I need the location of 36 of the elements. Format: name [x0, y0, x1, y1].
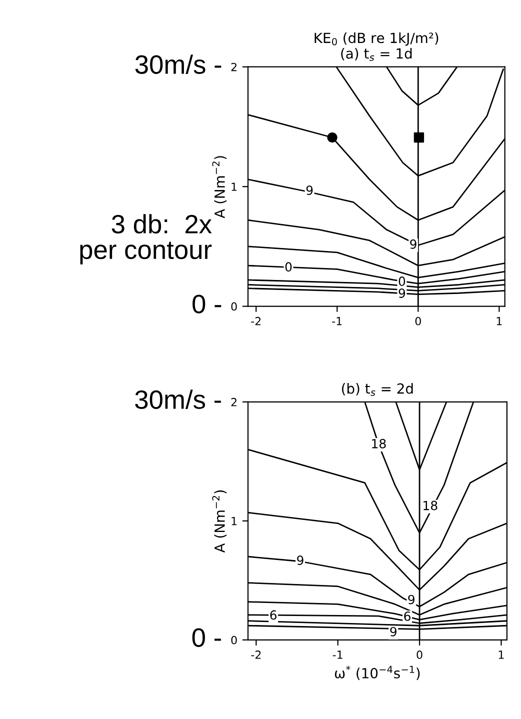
annotation: 9 [306, 186, 313, 195]
x-tick-label: -2 [251, 650, 261, 659]
x-axis-title: ω$^{*}$ (10$^{−4}$s$^{−1}$) [334, 666, 420, 680]
text: 30m/s - [135, 54, 222, 74]
annotation: 9 [408, 594, 414, 604]
y-tick-label: 1 [232, 182, 237, 191]
x-tick-label: 0 [415, 316, 421, 326]
text: 0 - [192, 628, 221, 647]
annotation: 9 [390, 626, 396, 636]
x-tick-label: 1 [498, 650, 504, 659]
x-tick-label: 0 [416, 650, 422, 659]
annotation: 6 [270, 610, 277, 620]
annotation: 0 [398, 276, 406, 286]
text: 0 - [192, 294, 222, 314]
y-tick-label: 0 [231, 636, 237, 644]
x-tick-label: 1 [496, 317, 502, 326]
text: 30m/s - [135, 390, 221, 410]
y-tick-label: 1 [232, 517, 237, 526]
x-tick-label: -1 [332, 650, 342, 659]
annotation: 9 [398, 288, 406, 298]
text: 3 db: 2x per contour [80, 214, 212, 264]
x-tick-label: -1 [332, 317, 342, 326]
annotation: 18 [372, 438, 386, 448]
x-tick-label: -2 [251, 316, 261, 326]
chart-title: KE$_{0}$ (dB re 1kJ/m²) [314, 32, 438, 46]
chart-subtitle: (a) t$_{s}$ = 1d [341, 48, 412, 61]
y-axis-title: A (Nm$^{−2}$) [212, 490, 227, 553]
chart-title: (b) t$_{s}$ = 2d [342, 383, 413, 396]
y-tick-label: 2 [231, 62, 236, 72]
annotation: 0 [285, 262, 292, 272]
y-tick-label: 0 [231, 302, 237, 311]
annotation: 6 [404, 611, 410, 621]
y-tick-label: 2 [231, 398, 236, 406]
y-axis-title: A (Nm$^{−2}$) [212, 156, 227, 218]
annotation: 18 [424, 500, 438, 510]
annotation: 9 [410, 239, 416, 249]
